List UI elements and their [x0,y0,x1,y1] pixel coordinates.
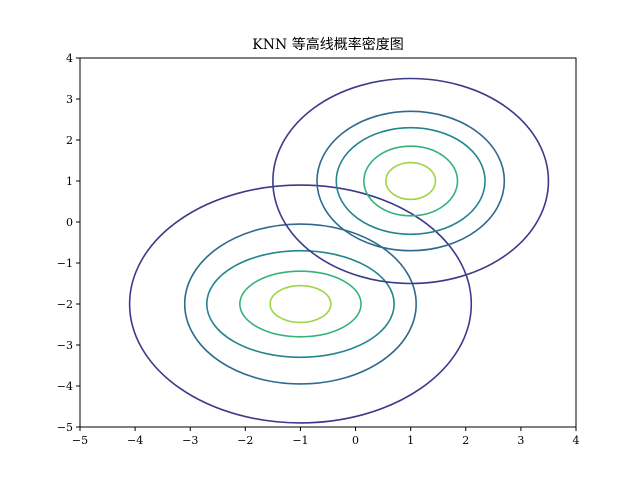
contour-line-1-2 [335,126,486,236]
y-tick-label: −4 [57,380,73,393]
contour-line-1-4 [385,161,437,201]
y-tick-label: 2 [66,134,73,147]
contour-line-1-1 [316,110,506,252]
y-tick-label: 0 [66,216,73,229]
x-tick-label: −1 [292,434,308,447]
contour-line-0-2 [205,249,395,359]
contour-line-0-0 [128,184,473,424]
x-tick-label: 3 [517,434,524,447]
x-tick-label: −2 [237,434,253,447]
y-tick-label: 4 [66,52,73,65]
x-tick-label: 4 [573,434,580,447]
y-tick-label: 1 [66,175,73,188]
x-tick-label: 2 [462,434,469,447]
plot-area: −5 −4 −3 −2 −1 0 1 2 3 4 −5 −4 −3 −2 −1 0 1 2 3 4 [57,52,580,447]
contour-line-0-3 [239,270,362,338]
x-tick-label: 0 [352,434,359,447]
y-tick-label: 3 [66,93,73,106]
contour-line-1-3 [363,145,459,217]
y-tick-label: −2 [57,298,73,311]
x-tick-label: −5 [72,434,88,447]
x-tick-label: −4 [127,434,143,447]
contour-line-1-0 [272,77,550,285]
y-tick-label: −3 [57,339,73,352]
contour-line-0-4 [269,284,332,324]
axes-frame [79,57,577,428]
x-tick-label: 1 [407,434,414,447]
contour-line-0-1 [183,223,417,385]
contour-layer [128,77,550,424]
chart-title: KNN 等高线概率密度图 [252,36,403,53]
y-tick-label: −5 [57,421,73,434]
y-axis: −5 −4 −3 −2 −1 0 1 2 3 4 [57,52,80,434]
y-tick-label: −1 [57,257,73,270]
x-tick-label: −3 [182,434,198,447]
x-axis: −5 −4 −3 −2 −1 0 1 2 3 4 [72,427,580,447]
